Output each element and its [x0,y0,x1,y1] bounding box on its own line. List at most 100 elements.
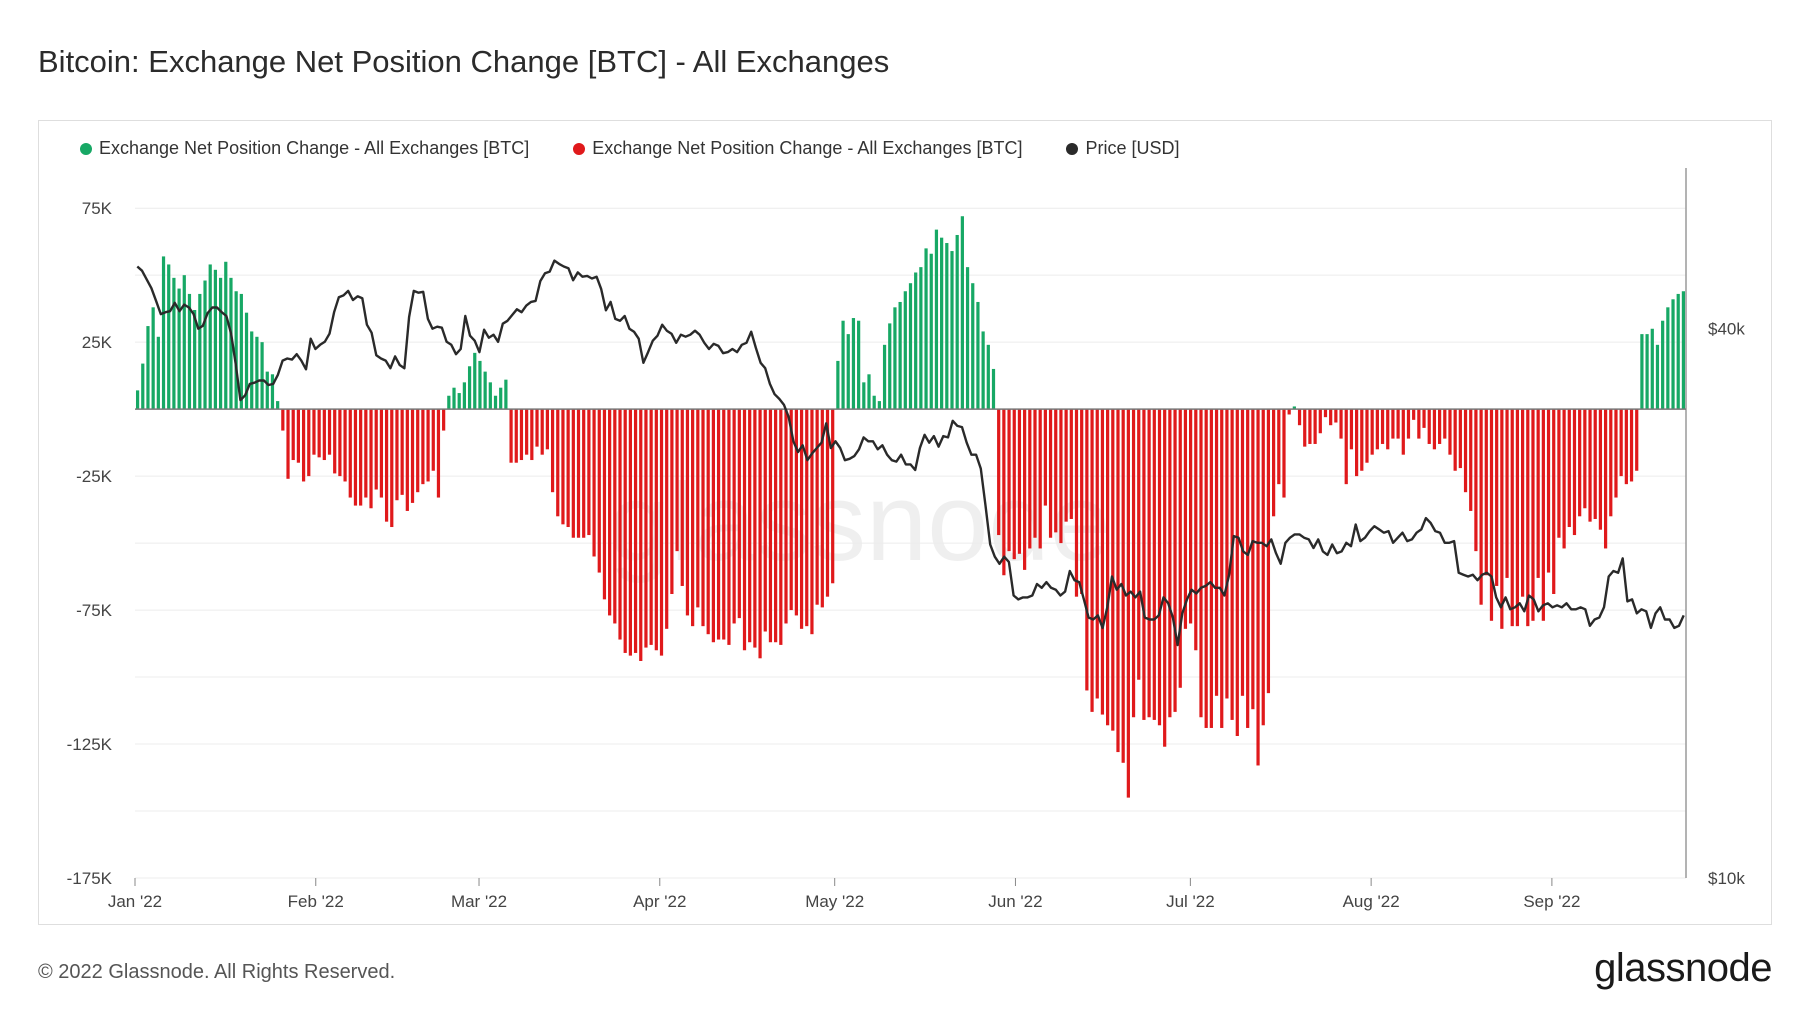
bar-negative [753,409,757,648]
bar-negative [1080,409,1084,594]
bar-negative [1453,409,1457,471]
bar-negative [286,409,290,479]
bar-positive [276,401,280,410]
bar-negative [1396,409,1400,439]
bar-negative [1583,409,1587,509]
bar-negative [1106,409,1110,726]
bar-positive [836,360,840,410]
bar-negative [1354,409,1359,477]
bar-negative [436,409,441,498]
bar-positive [960,216,964,410]
bar-negative [1339,409,1343,439]
x-tick-label: Feb '22 [288,892,344,911]
bar-negative [1028,409,1032,549]
bar-negative [307,409,311,477]
bar-negative [1038,409,1042,549]
bar-negative [1386,409,1390,450]
bar-negative [1256,409,1260,766]
bar-negative [1157,409,1162,726]
bar-negative [1432,409,1437,450]
bar-positive [867,374,871,410]
bar-positive [976,301,980,410]
bar-negative [369,409,373,509]
bar-negative [1474,409,1478,552]
bar-negative [1484,409,1488,576]
bar-negative [1287,409,1291,415]
bar-negative [1059,409,1063,544]
bar-positive [250,331,254,410]
bar-positive [919,267,923,410]
bar-negative [675,409,679,552]
legend-item-price[interactable]: Price [USD] [1066,138,1180,159]
x-tick-label: May '22 [805,892,864,911]
y-right-tick-label: $40k [1708,320,1745,339]
bar-negative [1344,409,1348,485]
bar-negative [1603,409,1608,549]
bar-negative [732,409,736,624]
legend-item-negative[interactable]: Exchange Net Position Change - All Excha… [573,138,1022,159]
bar-positive [493,395,498,410]
bar-negative [353,409,358,506]
bar-negative [1422,409,1426,428]
bar-negative [701,409,705,627]
bar-positive [265,371,269,410]
bar-negative [530,409,534,461]
bar-negative [1572,409,1577,536]
bar-positive [851,318,856,410]
bar-negative [359,409,363,506]
bar-negative [1214,409,1219,696]
bar-negative [613,409,617,624]
bar-positive [156,336,160,410]
bar-positive [981,331,985,410]
bar-negative [1443,409,1447,439]
bar-negative [1536,409,1540,578]
chart-title: Bitcoin: Exchange Net Position Change [B… [38,44,890,79]
bar-negative [1598,409,1603,530]
bar-negative [582,409,586,538]
bar-positive [1661,320,1665,410]
bar-negative [1126,409,1130,798]
bar-positive [473,352,477,410]
bar-negative [680,409,684,586]
legend-dot-red [573,142,586,155]
bar-negative [514,409,518,463]
bar-negative [1137,409,1141,680]
bar-negative [722,409,726,640]
bar-negative [1349,409,1354,450]
bar-negative [556,409,560,517]
bar-negative [1152,409,1156,720]
bar-negative [623,409,627,653]
bar-negative [1074,409,1079,597]
bar-negative [545,409,549,450]
bar-negative [1391,409,1395,439]
bar-negative [1365,409,1369,463]
bar-negative [1111,409,1115,731]
bar-positive [898,301,902,410]
bar-positive [213,269,218,410]
bar-positive [971,283,975,410]
bar-negative [799,409,804,629]
glassnode-logo: glassnode [1594,946,1772,990]
bar-positive [986,344,990,410]
bar-positive [841,320,845,410]
bar-negative [1095,409,1099,699]
bar-positive [255,336,259,410]
bar-negative [831,409,835,584]
bar-negative [1619,409,1623,477]
bar-negative [1557,409,1561,538]
bar-positive [934,229,939,410]
bar-positive [846,334,850,410]
bar-positive [950,251,954,410]
bar-negative [1116,409,1120,753]
bar-positive [203,280,207,410]
bar-positive [478,360,482,410]
copyright-text: © 2022 Glassnode. All Rights Reserved. [38,961,396,983]
bar-negative [1142,409,1146,720]
bar-negative [1329,409,1333,426]
legend-item-positive[interactable]: Exchange Net Position Change - All Excha… [80,138,529,159]
bar-negative [633,409,638,653]
y-tick-label: 25K [82,333,113,352]
bar-positive [1292,406,1296,410]
bar-negative [576,409,581,538]
bar-negative [768,409,773,643]
